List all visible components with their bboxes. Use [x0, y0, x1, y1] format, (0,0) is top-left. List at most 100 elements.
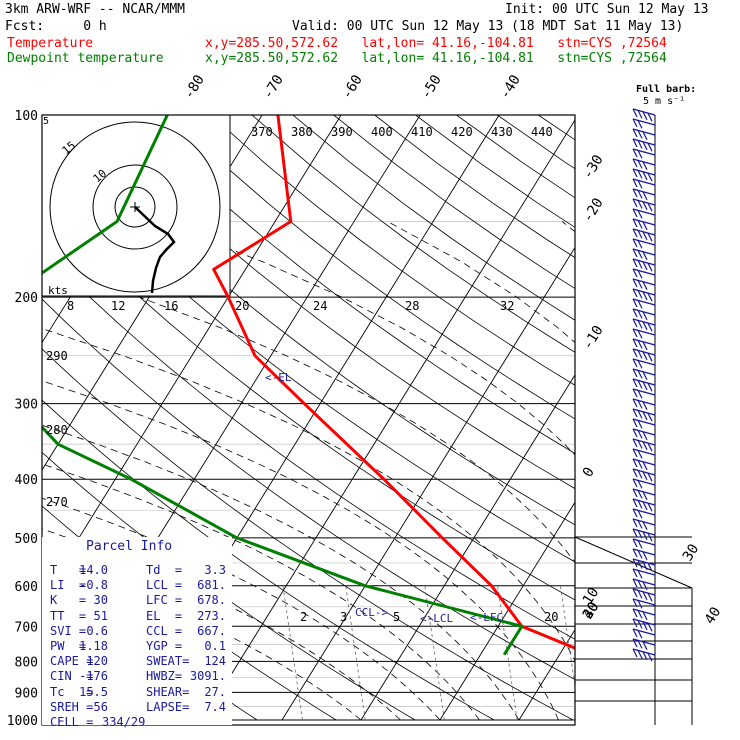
- wind-barb-flag: [642, 371, 648, 381]
- wind-barb-shaft: [632, 358, 656, 366]
- wind-barb-flag: [642, 411, 648, 421]
- legend-dewpoint-name: Dewpoint temperature: [7, 51, 164, 66]
- wind-barb-flag: [632, 158, 638, 168]
- wind-barb-flag: [632, 218, 638, 228]
- theta-top-label: 380: [291, 125, 313, 139]
- wind-barb-flag: [632, 558, 638, 568]
- parcel-info-cell: 334/29: [102, 715, 146, 729]
- wind-barb-flag: [632, 418, 638, 428]
- wind-barb-flag: [637, 600, 643, 609]
- wind-barb-flag: [642, 521, 648, 531]
- wind-barb-flag: [637, 580, 643, 589]
- wind-barb-flag: [647, 412, 653, 422]
- wind-barb-flag: [632, 508, 638, 518]
- parcel-info-cell: 30: [93, 593, 108, 608]
- wind-barb-flag: [642, 161, 648, 171]
- mixing-ratio-label: 32: [500, 299, 514, 313]
- wind-barb-flag: [637, 400, 643, 409]
- isotherm-label: -50: [418, 72, 445, 102]
- wind-barb-shaft: [632, 258, 656, 266]
- mixing-ratio-label: 2: [300, 610, 307, 624]
- wind-barb-flag: [637, 620, 643, 629]
- isotherm-label: 40: [702, 604, 725, 627]
- pressure-tick-label: 900: [15, 686, 38, 701]
- wind-barb-shaft: [632, 568, 656, 576]
- isotherm-label: -40: [497, 72, 524, 102]
- wind-barb-flag: [647, 232, 653, 242]
- wind-barb-flag: [647, 472, 653, 482]
- isotherm-label: 30: [680, 541, 703, 564]
- mixing-ratio-line: [424, 585, 445, 721]
- pressure-tick-label: 600: [15, 580, 38, 595]
- parcel-info-cell: TT =: [50, 608, 87, 623]
- wind-barb-flag: [642, 191, 648, 201]
- wind-barb-flag: [632, 208, 638, 218]
- wind-barb-flag: [647, 592, 653, 602]
- parcel-info-cell: -176: [79, 669, 108, 684]
- chart-title: 3km ARW-WRF -- NCAR/MMM: [5, 2, 186, 17]
- wind-barb-flag: [642, 291, 648, 301]
- wind-barb-shaft: [632, 508, 656, 516]
- wind-barb-shaft: [632, 588, 656, 596]
- wind-barb-flag: [637, 110, 643, 119]
- wind-barb-flag: [637, 460, 643, 469]
- wind-barb-flag: [647, 172, 653, 182]
- wind-barb-flag: [637, 290, 643, 299]
- wind-barb-flag: [632, 168, 638, 178]
- wind-barb-shaft: [632, 338, 656, 346]
- wind-barb-flag: [642, 111, 648, 121]
- wind-barb-flag: [637, 490, 643, 499]
- dry-adiabat-line: [42, 201, 575, 601]
- dry-adiabat-line: [129, 115, 575, 454]
- dry-adiabat-line: [88, 115, 575, 490]
- wind-barb-flag: [637, 450, 643, 459]
- wind-barb-flag: [632, 598, 638, 608]
- legend-temperature-location: x,y=285.50,572.62 lat,lon= 41.16,-104.81…: [205, 36, 667, 51]
- parcel-info-cell: 678.: [197, 593, 226, 608]
- wind-barb-flag: [632, 548, 638, 558]
- theta-top-label: 370: [251, 125, 273, 139]
- parcel-info-cell: SHEAR=: [146, 684, 190, 699]
- parcel-info-cell: SWEAT=: [146, 654, 190, 669]
- isotherm-label: -70: [260, 72, 287, 102]
- legend-temperature-name: Temperature: [7, 36, 94, 51]
- barb-legend-unit: 5 m s⁻¹: [643, 96, 686, 107]
- parcel-info-cell: SREH =: [50, 699, 94, 714]
- temperature-profile: [212, 115, 575, 650]
- parcel-info-cell: LAPSE=: [146, 699, 190, 714]
- parcel-info-cell: HWBZ=: [146, 669, 183, 684]
- wind-barb-shaft: [632, 418, 656, 426]
- wind-barb-flag: [642, 531, 648, 541]
- wind-barb-flag: [632, 628, 638, 638]
- wind-barb-flag: [647, 142, 653, 152]
- lfc-marker: <-LFC: [470, 611, 504, 624]
- wind-barb-flag: [632, 118, 638, 128]
- wind-barb-shaft: [632, 608, 656, 616]
- wind-barb-flag: [637, 320, 643, 329]
- wind-barb-flag: [637, 440, 643, 449]
- mixing-ratio-label: 3: [340, 610, 347, 624]
- dry-adiabat-line: [537, 115, 575, 141]
- wind-barb-flag: [637, 190, 643, 199]
- wind-barb-flag: [632, 498, 638, 508]
- isotherm-label: -10: [580, 323, 607, 353]
- wind-barb-flag: [647, 262, 653, 272]
- parcel-info-row: K = 30 LFC = 678.: [50, 593, 230, 607]
- wind-barb-shaft: [632, 438, 656, 446]
- wind-barb-flag: [647, 352, 653, 362]
- wind-barb-flag: [632, 188, 638, 198]
- wind-barb-flag: [632, 148, 638, 158]
- wind-barb-flag: [632, 458, 638, 468]
- wind-barb-flag: [632, 128, 638, 138]
- moist-adiabat-line: [42, 328, 575, 662]
- hodograph-trace: [134, 206, 176, 294]
- mixing-ratio-label: 8: [67, 299, 74, 313]
- dry-adiabat-line: [42, 249, 575, 640]
- wind-barb-flag: [642, 251, 648, 261]
- wind-barb-flag: [632, 588, 638, 598]
- wind-barb-shaft: [632, 638, 656, 646]
- wind-barb-flag: [637, 210, 643, 219]
- wind-barb-shaft: [632, 248, 656, 256]
- wind-barb-flag: [637, 520, 643, 529]
- parcel-info-cell: T =: [50, 563, 87, 577]
